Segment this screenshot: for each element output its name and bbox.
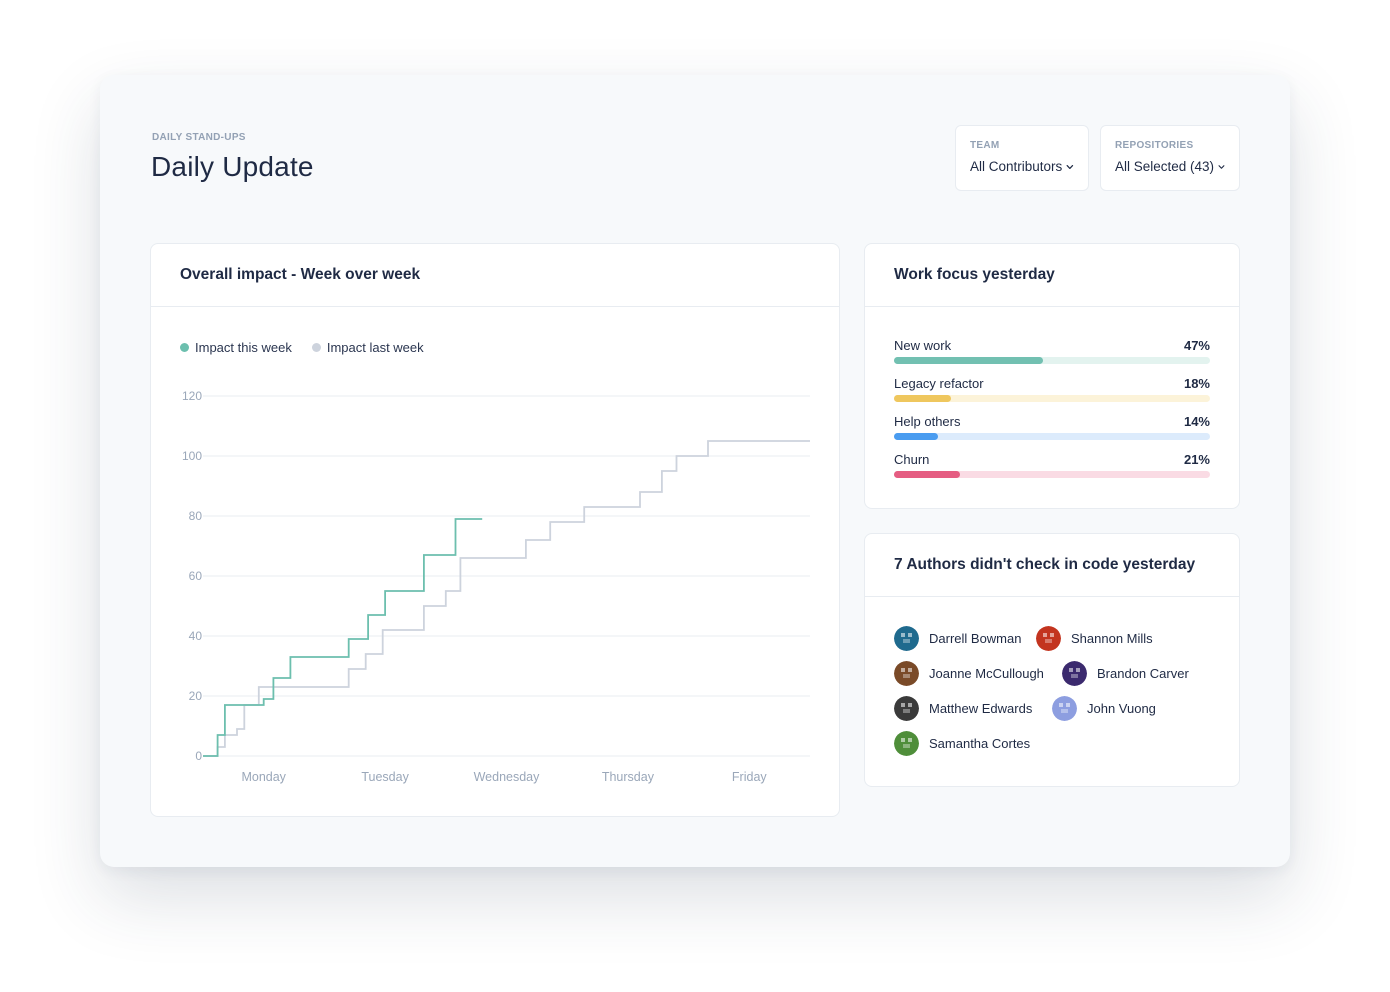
page-eyebrow: DAILY STAND-UPS bbox=[152, 132, 246, 143]
pixel-invader-avatar-icon bbox=[894, 626, 919, 651]
repositories-filter-label: REPOSITORIES bbox=[1115, 140, 1194, 151]
author-name: Shannon Mills bbox=[1071, 631, 1153, 646]
legend-item-this-week[interactable]: Impact this week bbox=[180, 340, 292, 355]
x-tick-label: Thursday bbox=[602, 770, 655, 784]
team-filter-value-row: All Contributors bbox=[970, 159, 1074, 174]
repositories-filter-value-row: All Selected (43) bbox=[1115, 159, 1225, 174]
author-item[interactable]: Joanne McCullough bbox=[894, 661, 1044, 686]
focus-progress-track bbox=[894, 395, 1210, 402]
author-item[interactable]: Matthew Edwards bbox=[894, 696, 1032, 721]
photo-avatar-icon bbox=[894, 696, 919, 721]
focus-progress-fill bbox=[894, 395, 951, 402]
focus-item-percent: 14% bbox=[1183, 414, 1210, 429]
dashboard-window: DAILY STAND-UPS Daily Update TEAM All Co… bbox=[100, 75, 1290, 867]
y-tick-label: 120 bbox=[182, 389, 202, 403]
series-line bbox=[203, 440, 810, 757]
author-name: Matthew Edwards bbox=[929, 701, 1033, 716]
team-filter-label: TEAM bbox=[970, 140, 1000, 151]
author-name: Joanne McCullough bbox=[929, 666, 1044, 681]
author-item[interactable]: Shannon Mills bbox=[1036, 626, 1153, 651]
legend-label-last-week: Impact last week bbox=[326, 340, 424, 355]
chart-legend: Impact this week Impact last week bbox=[180, 340, 424, 355]
y-tick-label: 0 bbox=[195, 749, 202, 763]
focus-item-label: Legacy refactor bbox=[894, 376, 984, 391]
y-tick-label: 100 bbox=[182, 449, 202, 463]
team-filter-value: All Contributors bbox=[970, 159, 1063, 174]
work-focus-title: Work focus yesterday bbox=[865, 244, 1239, 307]
legend-dot-this-week bbox=[180, 343, 189, 352]
x-tick-label: Tuesday bbox=[361, 770, 409, 784]
y-tick-label: 60 bbox=[189, 569, 203, 583]
repositories-filter-value: All Selected (43) bbox=[1115, 159, 1215, 174]
author-name: Darrell Bowman bbox=[929, 631, 1022, 646]
work-focus-card: Work focus yesterday New work 47% Legacy r… bbox=[864, 243, 1240, 509]
author-item[interactable]: Darrell Bowman bbox=[894, 626, 1021, 651]
inactive-authors-title: 7 Authors didn't check in code yesterday bbox=[865, 534, 1239, 597]
author-item[interactable]: Samantha Cortes bbox=[894, 731, 1030, 756]
legend-item-last-week[interactable]: Impact last week bbox=[311, 340, 424, 355]
chevron-down-icon bbox=[1066, 164, 1074, 169]
impact-line-chart: 0 20 40 60 80 100 120 Monday Tuesday Wednesday Thu… bbox=[182, 389, 810, 784]
focus-item-header: New work 47% bbox=[894, 338, 1210, 353]
team-filter-dropdown[interactable]: TEAM All Contributors bbox=[955, 125, 1089, 191]
page-title: Daily Update bbox=[151, 151, 314, 182]
focus-item: Legacy refactor 18% bbox=[894, 376, 1210, 402]
focus-item-label: Churn bbox=[894, 452, 930, 467]
pixel-robot-avatar-icon bbox=[894, 661, 919, 686]
focus-item-percent: 47% bbox=[1183, 338, 1210, 353]
chevron-down-icon bbox=[1218, 164, 1225, 169]
focus-item-percent: 18% bbox=[1183, 376, 1210, 391]
focus-progress-fill bbox=[894, 357, 1043, 364]
y-tick-label: 80 bbox=[189, 509, 203, 523]
focus-item-header: Legacy refactor 18% bbox=[894, 376, 1210, 391]
y-tick-label: 40 bbox=[189, 629, 203, 643]
author-name: Samantha Cortes bbox=[929, 736, 1031, 751]
author-item[interactable]: John Vuong bbox=[1052, 696, 1156, 721]
repositories-filter-dropdown[interactable]: REPOSITORIES All Selected (43) bbox=[1100, 125, 1240, 191]
impact-chart-card: Overall impact - Week over week Impact t… bbox=[150, 243, 840, 817]
focus-progress-fill bbox=[894, 471, 961, 478]
focus-item: Churn 21% bbox=[894, 452, 1210, 478]
author-name: John Vuong bbox=[1087, 701, 1156, 716]
legend-label-this-week: Impact this week bbox=[195, 340, 292, 355]
focus-item-header: Churn 21% bbox=[894, 452, 1210, 467]
inactive-authors-card: 7 Authors didn't check in code yesterday… bbox=[864, 533, 1240, 787]
focus-item: New work 47% bbox=[894, 338, 1210, 364]
focus-item-label: Help others bbox=[894, 414, 961, 429]
x-tick-label: Friday bbox=[732, 770, 767, 784]
frog-avatar-icon bbox=[894, 731, 919, 756]
author-name: Brandon Carver bbox=[1097, 666, 1189, 681]
impact-card-title: Overall impact - Week over week bbox=[151, 244, 839, 307]
identicon-avatar-icon bbox=[1052, 696, 1077, 721]
focus-item-percent: 21% bbox=[1183, 452, 1210, 467]
focus-progress-track bbox=[894, 357, 1210, 364]
focus-progress-track bbox=[894, 471, 1210, 478]
author-item[interactable]: Brandon Carver bbox=[1062, 661, 1189, 686]
legend-dot-last-week bbox=[311, 343, 321, 352]
focus-item-label: New work bbox=[894, 338, 952, 353]
focus-item: Help others 14% bbox=[894, 414, 1210, 440]
pixel-mushroom-avatar-icon bbox=[1036, 626, 1061, 651]
focus-progress-fill bbox=[894, 433, 939, 440]
pixel-alien-avatar-icon bbox=[1062, 661, 1087, 686]
x-tick-label: Monday bbox=[241, 770, 286, 784]
series-line bbox=[203, 518, 483, 757]
focus-progress-track bbox=[894, 433, 1210, 440]
y-tick-label: 20 bbox=[189, 689, 203, 703]
focus-item-header: Help others 14% bbox=[894, 414, 1210, 429]
x-tick-label: Wednesday bbox=[474, 770, 541, 784]
